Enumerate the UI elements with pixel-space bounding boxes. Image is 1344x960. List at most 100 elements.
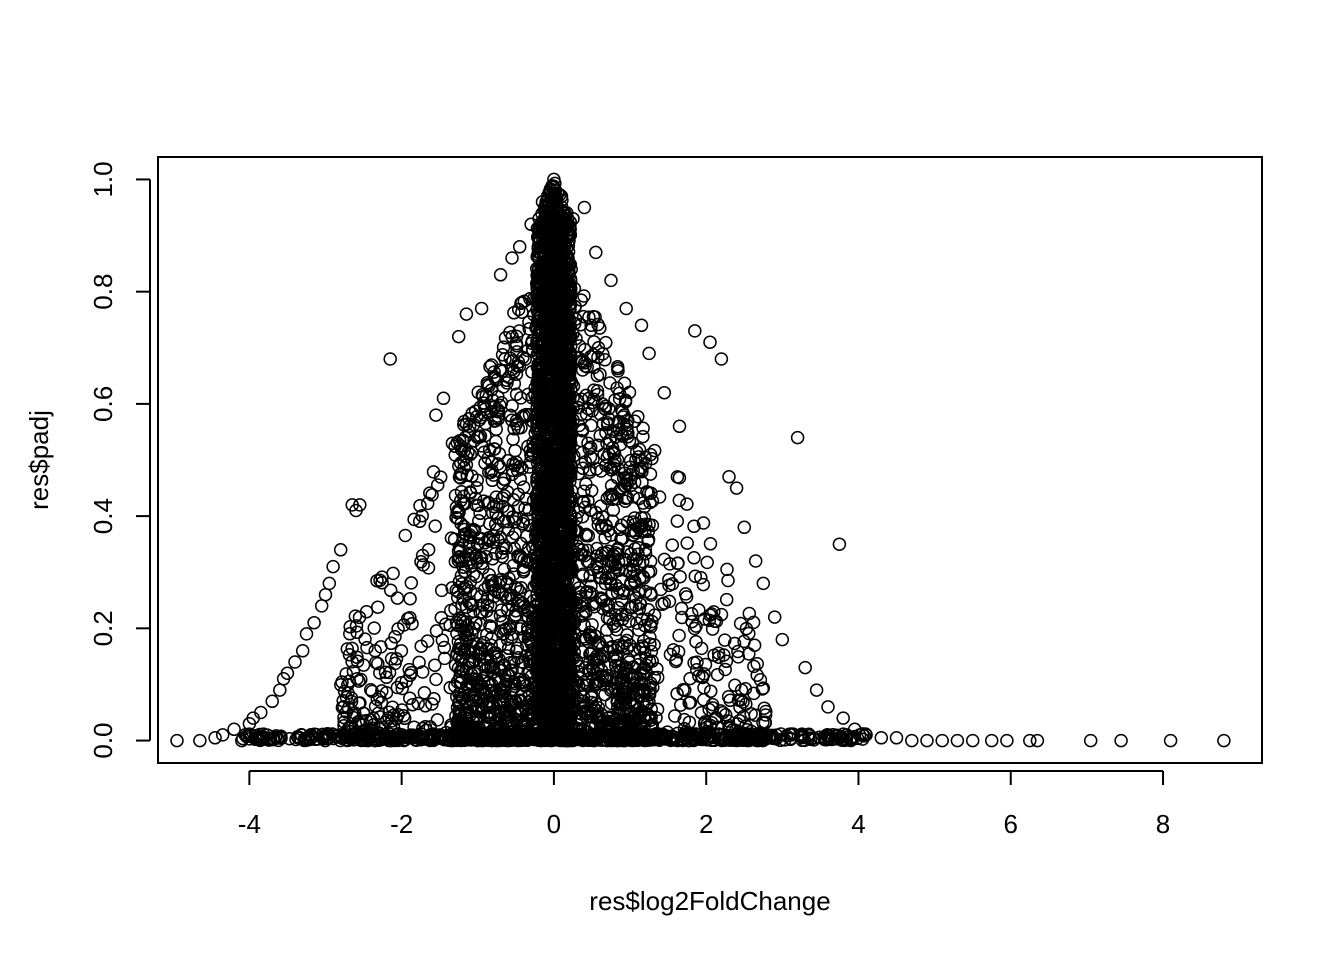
data-point bbox=[622, 385, 637, 400]
data-point bbox=[629, 713, 644, 728]
data-point bbox=[340, 642, 355, 656]
data-point bbox=[643, 586, 658, 600]
data-point bbox=[689, 663, 704, 677]
data-point bbox=[382, 665, 397, 680]
data-point bbox=[478, 686, 492, 701]
data-point bbox=[575, 509, 590, 524]
data-point bbox=[543, 226, 557, 240]
data-point bbox=[687, 551, 701, 565]
data-point bbox=[622, 614, 636, 628]
data-point bbox=[687, 621, 702, 636]
data-point bbox=[523, 589, 538, 604]
data-point bbox=[482, 443, 497, 457]
data-point bbox=[374, 732, 388, 747]
data-point bbox=[623, 453, 638, 468]
data-point bbox=[383, 583, 398, 598]
data-point bbox=[668, 709, 682, 723]
data-point bbox=[572, 581, 586, 595]
data-point bbox=[466, 698, 481, 713]
data-point bbox=[514, 391, 528, 405]
data-point bbox=[672, 493, 687, 508]
data-point bbox=[371, 600, 385, 614]
data-point bbox=[728, 678, 742, 693]
data-point bbox=[636, 496, 650, 510]
data-point bbox=[687, 519, 701, 534]
data-point bbox=[696, 577, 711, 592]
data-point bbox=[673, 569, 687, 584]
data-point bbox=[363, 683, 378, 697]
data-point bbox=[343, 627, 357, 641]
data-point bbox=[697, 681, 711, 695]
data-point bbox=[358, 632, 372, 646]
data-point bbox=[462, 660, 476, 675]
data-point bbox=[516, 564, 531, 579]
data-point bbox=[455, 662, 469, 676]
data-point bbox=[628, 598, 643, 613]
data-point bbox=[515, 410, 529, 424]
data-point bbox=[532, 665, 547, 680]
data-point bbox=[375, 575, 389, 590]
data-point bbox=[532, 231, 547, 245]
data-point bbox=[456, 534, 470, 548]
data-point bbox=[498, 681, 512, 695]
data-point bbox=[452, 459, 466, 473]
data-point bbox=[688, 569, 703, 583]
data-point bbox=[591, 438, 605, 453]
data-point bbox=[415, 508, 429, 523]
data-point bbox=[734, 731, 748, 746]
data-point bbox=[602, 401, 616, 416]
data-point bbox=[453, 613, 468, 628]
data-point bbox=[680, 536, 694, 550]
data-point bbox=[755, 682, 770, 696]
data-point bbox=[609, 578, 623, 592]
data-point bbox=[621, 652, 635, 667]
data-point bbox=[570, 393, 585, 408]
data-point bbox=[669, 652, 684, 667]
data-point bbox=[670, 514, 685, 528]
data-point bbox=[579, 527, 593, 542]
data-point bbox=[582, 310, 596, 324]
data-point bbox=[403, 591, 417, 606]
data-point bbox=[485, 683, 499, 698]
data-point bbox=[524, 447, 538, 462]
data-point bbox=[430, 713, 445, 727]
data-point bbox=[390, 732, 404, 746]
data-point bbox=[250, 731, 264, 745]
data-point bbox=[599, 571, 613, 586]
data-point bbox=[683, 671, 697, 686]
data-point bbox=[598, 576, 613, 591]
data-point bbox=[680, 497, 694, 511]
data-point bbox=[488, 674, 503, 688]
data-point bbox=[595, 521, 609, 536]
data-point bbox=[456, 496, 470, 511]
data-point bbox=[482, 465, 496, 480]
data-point bbox=[495, 549, 509, 564]
data-point bbox=[627, 642, 642, 657]
data-point bbox=[605, 514, 620, 528]
data-point bbox=[718, 633, 732, 647]
data-point bbox=[391, 622, 405, 636]
data-point bbox=[579, 407, 594, 421]
data-point bbox=[429, 624, 444, 638]
data-point bbox=[429, 672, 443, 687]
data-point bbox=[497, 472, 511, 486]
data-point bbox=[462, 424, 476, 439]
data-point bbox=[612, 582, 626, 596]
data-point bbox=[699, 732, 714, 747]
data-point bbox=[360, 640, 374, 655]
data-point bbox=[407, 512, 421, 527]
data-point bbox=[554, 369, 568, 383]
data-point bbox=[632, 571, 647, 586]
data-point bbox=[349, 619, 364, 633]
data-point bbox=[575, 547, 589, 562]
data-point bbox=[514, 536, 528, 551]
data-point bbox=[371, 656, 385, 671]
data-point bbox=[534, 328, 548, 343]
data-point bbox=[501, 453, 515, 468]
data-point bbox=[606, 503, 621, 517]
data-point bbox=[626, 563, 641, 577]
data-point bbox=[575, 424, 590, 438]
data-point bbox=[545, 645, 559, 660]
data-point bbox=[316, 731, 330, 746]
